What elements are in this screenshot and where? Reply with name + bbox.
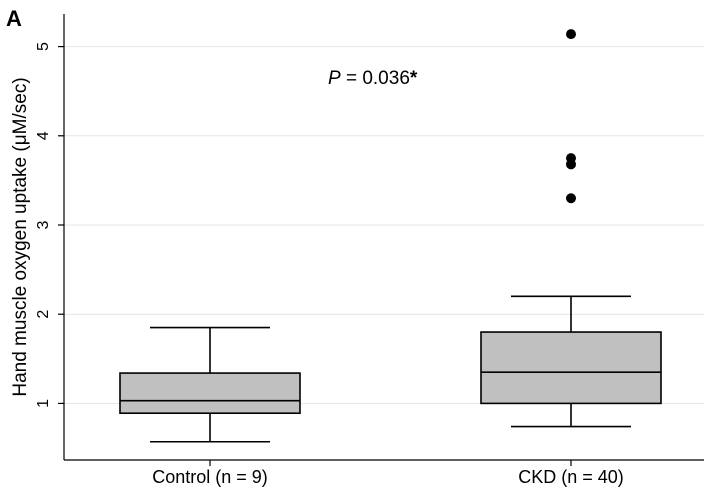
boxes bbox=[119, 29, 662, 443]
x-category-label-2: CKD (n = 40) bbox=[518, 467, 624, 487]
y-axis-title: Hand muscle oxygen uptake (μM/sec) bbox=[10, 77, 31, 396]
y-axis: 1 2 3 4 5 bbox=[35, 14, 65, 460]
x-category-label-1: Control (n = 9) bbox=[152, 467, 268, 487]
panel-label: A bbox=[6, 6, 22, 31]
y-tick-label-1: 1 bbox=[35, 399, 52, 408]
p-value-text: = 0.036 bbox=[341, 68, 410, 89]
box-control bbox=[119, 326, 301, 443]
iqr-box bbox=[480, 331, 662, 405]
outlier-point-3 bbox=[566, 153, 576, 164]
outlier-point-1 bbox=[566, 193, 576, 204]
significance-mark: * bbox=[410, 68, 418, 89]
p-symbol: P bbox=[328, 68, 341, 89]
x-axis: Control (n = 9) CKD (n = 40) bbox=[64, 459, 704, 487]
y-tick-label-3: 3 bbox=[35, 220, 52, 229]
y-tick-label-2: 2 bbox=[35, 310, 52, 319]
y-tick-label-5: 5 bbox=[35, 42, 52, 51]
box-ckd bbox=[480, 29, 662, 428]
y-tick-label-4: 4 bbox=[35, 131, 52, 140]
iqr-box bbox=[119, 372, 301, 415]
outlier-point-4 bbox=[566, 29, 576, 40]
p-value-annotation: P = 0.036* bbox=[328, 68, 418, 89]
